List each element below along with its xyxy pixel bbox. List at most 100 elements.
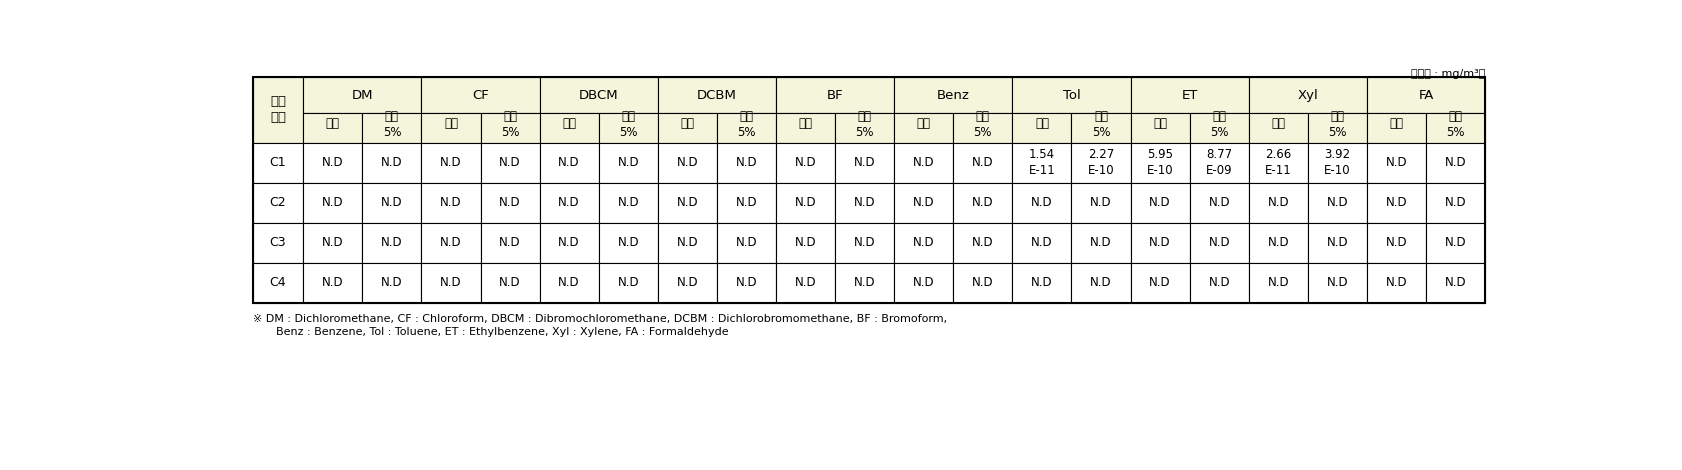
Text: N.D: N.D — [1386, 276, 1408, 289]
Bar — [954, 183, 1013, 223]
Text: 상위
5%: 상위 5% — [382, 110, 400, 140]
Bar — [1426, 183, 1485, 223]
Bar — [895, 142, 954, 183]
Text: N.D: N.D — [1386, 196, 1408, 209]
Bar — [895, 183, 954, 223]
Text: （단위 : mg/m³）: （단위 : mg/m³） — [1411, 70, 1485, 79]
Bar — [362, 113, 422, 142]
Bar — [1130, 113, 1189, 142]
Bar — [540, 142, 599, 183]
Bar — [775, 142, 834, 183]
Text: N.D: N.D — [854, 236, 875, 249]
Text: N.D: N.D — [972, 236, 994, 249]
Bar — [895, 77, 1013, 113]
Text: 상위
5%: 상위 5% — [1447, 110, 1465, 140]
Bar — [1013, 113, 1071, 142]
Bar — [540, 223, 599, 263]
Bar — [540, 183, 599, 223]
Bar — [540, 263, 599, 303]
Bar — [1189, 223, 1248, 263]
Text: 상위
5%: 상위 5% — [1092, 110, 1110, 140]
Bar — [599, 263, 658, 303]
Text: 2.66
E-11: 2.66 E-11 — [1265, 148, 1292, 177]
Bar — [362, 223, 422, 263]
Text: ET: ET — [1181, 89, 1198, 102]
Bar — [1189, 142, 1248, 183]
Text: 평균: 평균 — [917, 117, 930, 130]
Bar — [1248, 263, 1309, 303]
Bar — [252, 223, 303, 263]
Bar — [1071, 263, 1130, 303]
Text: N.D: N.D — [1327, 236, 1349, 249]
Text: N.D: N.D — [558, 236, 580, 249]
Bar — [1248, 183, 1309, 223]
Bar — [954, 223, 1013, 263]
Text: Tol: Tol — [1063, 89, 1080, 102]
Bar — [717, 263, 775, 303]
Bar — [1367, 183, 1426, 223]
Text: N.D: N.D — [1149, 236, 1171, 249]
Text: N.D: N.D — [382, 276, 402, 289]
Bar — [481, 223, 540, 263]
Bar — [658, 142, 717, 183]
Text: 1.54
E-11: 1.54 E-11 — [1029, 148, 1055, 177]
Text: N.D: N.D — [794, 236, 816, 249]
Bar — [658, 223, 717, 263]
Bar — [954, 113, 1013, 142]
Text: N.D: N.D — [1031, 236, 1053, 249]
Bar — [954, 142, 1013, 183]
Text: C3: C3 — [269, 236, 286, 249]
Text: 5.95
E-10: 5.95 E-10 — [1147, 148, 1174, 177]
Bar — [1189, 263, 1248, 303]
Text: N.D: N.D — [617, 236, 639, 249]
Text: N.D: N.D — [1090, 196, 1112, 209]
Bar — [422, 223, 481, 263]
Text: 평균: 평균 — [1389, 117, 1403, 130]
Text: Benz: Benz — [937, 89, 971, 102]
Bar — [252, 77, 303, 142]
Text: N.D: N.D — [676, 156, 698, 169]
Bar — [422, 183, 481, 223]
Bar — [252, 263, 303, 303]
Bar — [1426, 223, 1485, 263]
Text: BF: BF — [828, 89, 843, 102]
Bar — [303, 77, 422, 113]
Text: DBCM: DBCM — [579, 89, 619, 102]
Bar — [834, 263, 895, 303]
Bar — [599, 223, 658, 263]
Text: Xyl: Xyl — [1297, 89, 1319, 102]
Text: N.D: N.D — [500, 196, 521, 209]
Bar — [422, 113, 481, 142]
Text: 3.92
E-10: 3.92 E-10 — [1324, 148, 1351, 177]
Bar — [1013, 263, 1071, 303]
Bar — [1189, 113, 1248, 142]
Text: C2: C2 — [269, 196, 286, 209]
Text: N.D: N.D — [441, 276, 463, 289]
Text: N.D: N.D — [913, 196, 935, 209]
Bar — [303, 183, 362, 223]
Bar — [599, 113, 658, 142]
Bar — [895, 263, 954, 303]
Text: 평균: 평균 — [680, 117, 695, 130]
Bar — [1130, 77, 1248, 113]
Text: N.D: N.D — [1208, 196, 1230, 209]
Text: DM: DM — [352, 89, 373, 102]
Bar — [717, 183, 775, 223]
Text: 상위
5%: 상위 5% — [974, 110, 992, 140]
Text: N.D: N.D — [676, 236, 698, 249]
Bar — [1367, 77, 1485, 113]
Bar — [834, 142, 895, 183]
Text: N.D: N.D — [735, 196, 757, 209]
Bar — [895, 113, 954, 142]
Text: N.D: N.D — [558, 276, 580, 289]
Bar — [1013, 223, 1071, 263]
Bar — [481, 263, 540, 303]
Text: 상위
5%: 상위 5% — [737, 110, 755, 140]
Bar — [1309, 223, 1367, 263]
Text: N.D: N.D — [913, 276, 935, 289]
Text: 상위
5%: 상위 5% — [856, 110, 875, 140]
Text: N.D: N.D — [1445, 276, 1467, 289]
Bar — [775, 183, 834, 223]
Text: 8.77
E-09: 8.77 E-09 — [1206, 148, 1233, 177]
Text: N.D: N.D — [794, 196, 816, 209]
